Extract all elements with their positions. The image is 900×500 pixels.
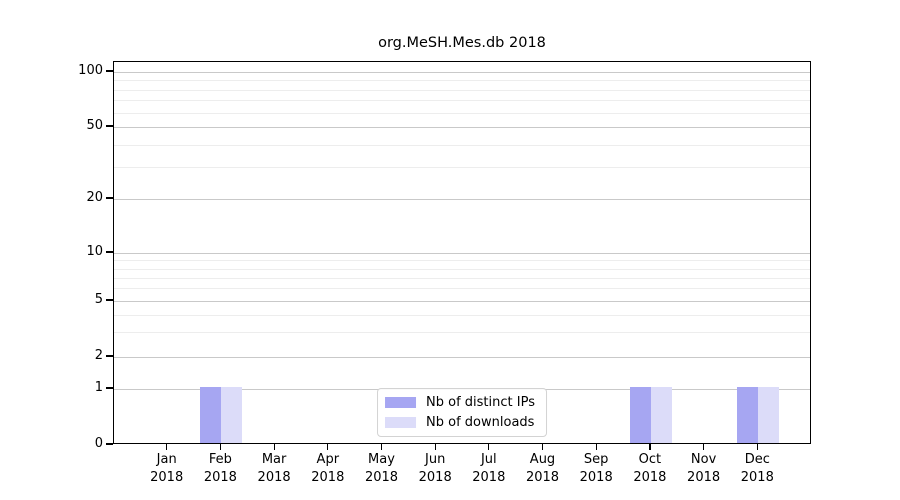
y-tick-label: 1 (94, 380, 103, 395)
x-tick-label: Oct 2018 (622, 451, 678, 486)
x-tick-year: 2018 (418, 469, 452, 485)
major-gridline (114, 357, 810, 358)
minor-gridline (114, 314, 810, 316)
x-tick-month: Nov (690, 452, 717, 467)
y-tick-label: 5 (94, 292, 103, 307)
legend-label: Nb of distinct IPs (426, 395, 535, 410)
x-tick-mark (434, 444, 436, 450)
x-tick-label: Sep 2018 (568, 451, 624, 486)
y-tick-mark (106, 387, 113, 389)
x-tick-label: Jan 2018 (139, 451, 195, 486)
x-tick-month: May (368, 452, 395, 467)
minor-gridline (114, 112, 810, 114)
x-tick-year: 2018 (472, 469, 506, 485)
x-tick-label: May 2018 (354, 451, 410, 486)
x-tick-year: 2018 (687, 469, 721, 485)
bar-downloads (758, 387, 780, 443)
minor-gridline (114, 80, 810, 82)
x-tick-year: 2018 (150, 469, 184, 485)
bar-distinct-ips (200, 387, 222, 443)
x-tick-month: Mar (261, 452, 287, 467)
legend-entry: Nb of distinct IPs (385, 395, 535, 410)
major-gridline (114, 253, 810, 254)
x-tick-year: 2018 (257, 469, 291, 485)
y-tick-mark (106, 355, 113, 357)
x-tick-year: 2018 (311, 469, 345, 485)
bar-downloads (650, 387, 672, 443)
minor-gridline (114, 260, 810, 262)
x-tick-year: 2018 (740, 469, 774, 485)
x-tick-label: Apr 2018 (300, 451, 356, 486)
major-gridline (114, 199, 810, 200)
y-tick-mark (106, 443, 113, 445)
x-tick-year: 2018 (579, 469, 613, 485)
x-tick-label: Jul 2018 (461, 451, 517, 486)
minor-gridline (114, 288, 810, 290)
x-tick-mark (488, 444, 490, 450)
y-tick-label: 2 (94, 348, 103, 363)
y-tick-mark (106, 70, 113, 72)
y-tick-label: 20 (86, 190, 103, 205)
x-tick-mark (327, 444, 329, 450)
x-tick-label: Feb 2018 (192, 451, 248, 486)
x-tick-mark (595, 444, 597, 450)
x-tick-label: Nov 2018 (676, 451, 732, 486)
minor-gridline (114, 277, 810, 279)
bar-distinct-ips (737, 387, 759, 443)
x-tick-mark (649, 444, 651, 450)
legend-label: Nb of downloads (426, 415, 535, 430)
y-tick-label: 10 (86, 244, 103, 259)
legend: Nb of distinct IPs Nb of downloads (377, 388, 547, 437)
y-tick-label: 0 (94, 436, 103, 451)
x-tick-mark (219, 444, 222, 450)
x-tick-month: Jun (425, 452, 446, 467)
x-tick-label: Aug 2018 (515, 451, 571, 486)
minor-gridline (114, 89, 810, 91)
x-tick-year: 2018 (633, 469, 667, 485)
plot-area: Nb of distinct IPs Nb of downloads (113, 61, 811, 444)
legend-swatch (385, 397, 417, 408)
x-tick-month: Feb (208, 452, 232, 467)
legend-swatch (385, 417, 417, 428)
x-tick-year: 2018 (364, 469, 399, 485)
x-tick-mark (541, 444, 544, 450)
bar-downloads (221, 387, 243, 443)
x-tick-year: 2018 (525, 469, 560, 485)
x-tick-mark (273, 444, 275, 450)
y-tick-label: 50 (86, 118, 103, 133)
x-tick-month: Dec (744, 452, 770, 467)
x-tick-month: Sep (583, 452, 609, 467)
major-gridline (114, 72, 810, 73)
x-tick-mark (703, 444, 705, 450)
x-tick-year: 2018 (203, 469, 237, 485)
x-tick-mark (166, 444, 168, 450)
x-tick-label: Mar 2018 (246, 451, 302, 486)
y-tick-label: 100 (78, 63, 103, 78)
x-tick-month: Oct (638, 452, 662, 467)
major-gridline (114, 127, 810, 128)
y-tick-mark (106, 299, 113, 301)
x-tick-mark (380, 444, 383, 450)
x-tick-mark (756, 444, 758, 450)
legend-entry: Nb of downloads (385, 415, 535, 430)
x-tick-label: Dec 2018 (729, 451, 785, 486)
minor-gridline (114, 332, 810, 334)
major-gridline (114, 301, 810, 302)
x-tick-month: Jan (156, 452, 177, 467)
minor-gridline (114, 100, 810, 102)
y-tick-mark (106, 251, 113, 253)
chart-title: org.MeSH.Mes.db 2018 (378, 35, 546, 51)
y-tick-mark (106, 125, 113, 127)
y-tick-mark (106, 197, 113, 199)
minor-gridline (114, 144, 810, 146)
minor-gridline (114, 268, 810, 270)
x-tick-month: Jul (480, 452, 497, 467)
x-tick-month: Apr (316, 452, 340, 467)
minor-gridline (114, 167, 810, 169)
x-tick-month: Aug (529, 452, 556, 467)
x-tick-label: Jun 2018 (407, 451, 463, 486)
bar-distinct-ips (629, 387, 651, 443)
